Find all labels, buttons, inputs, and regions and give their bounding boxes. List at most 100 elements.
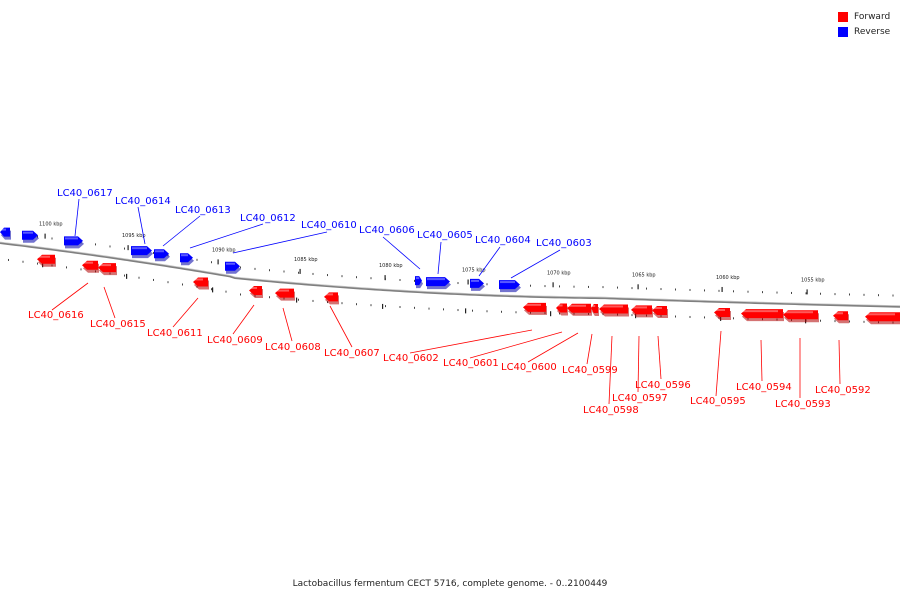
gene-shine [226, 262, 235, 265]
scale-dot [269, 296, 270, 299]
scale-dot [602, 286, 604, 289]
scale-tick-lower [550, 311, 552, 317]
gene-shine [1, 228, 6, 231]
scale-dot [341, 302, 343, 305]
forward-gene-label: LC40_0599 [562, 365, 618, 376]
scale-dot [704, 289, 705, 292]
gene-body [426, 277, 450, 287]
forward-gene-label: LC40_0596 [635, 380, 691, 391]
scale-dot [167, 281, 169, 284]
legend-forward-label: Forward [854, 11, 891, 22]
reverse-gene-arrow [0, 227, 11, 240]
scale-dot [182, 283, 183, 286]
scale-dot [762, 291, 763, 294]
forward-gene-arrow [599, 304, 629, 317]
gene-shine [784, 311, 813, 314]
scale-dot [675, 288, 676, 291]
gene-shine [276, 289, 289, 292]
gene-body [22, 230, 38, 240]
scale-tick-label: 1060 kbp [716, 275, 740, 281]
gene-shine [742, 310, 778, 313]
genes-layer [0, 227, 900, 325]
scale-dot [51, 237, 53, 240]
forward-gene-label: LC40_0595 [690, 396, 746, 407]
scale-dot [675, 315, 676, 318]
gene-body [131, 246, 152, 256]
scale-dot [124, 247, 125, 250]
scale-tick-label: 1080 kbp [379, 263, 403, 269]
reverse-gene-arrow [225, 261, 241, 274]
reverse-gene-label: LC40_0610 [301, 220, 357, 231]
scale-dot [544, 285, 546, 288]
legend: Forward Reverse [838, 9, 890, 39]
scale-dot [849, 293, 850, 296]
scale-dot [414, 279, 415, 282]
scale-tick [384, 275, 386, 281]
scale-dot [370, 277, 372, 280]
scale-dot [892, 294, 894, 297]
forward-gene-arrow [37, 254, 56, 267]
gene-shine [38, 255, 50, 258]
forward-gene-leader [51, 282, 89, 311]
scale-dot [269, 269, 270, 272]
gene-shine [99, 264, 111, 267]
forward-gene-arrow [741, 309, 784, 322]
scale-dot [95, 243, 96, 246]
reverse-gene-leader [189, 223, 264, 249]
forward-gene-label: LC40_0594 [736, 382, 792, 393]
scale-dot [776, 291, 778, 294]
forward-gene-label: LC40_0608 [265, 342, 321, 353]
reverse-swatch [838, 26, 848, 37]
scale-dot [341, 275, 343, 278]
gene-body [833, 311, 848, 321]
gene-body [324, 292, 338, 302]
reverse-gene-label: LC40_0613 [175, 205, 231, 216]
scale-dot [660, 288, 662, 291]
forward-gene-arrow [193, 277, 209, 290]
gene-shine [471, 279, 479, 282]
forward-gene-arrow [631, 305, 653, 318]
gene-shine [592, 305, 596, 308]
reverse-gene-label: LC40_0612 [240, 213, 296, 224]
forward-gene-arrow [249, 285, 263, 298]
scale-dot [733, 317, 734, 320]
gene-body [783, 310, 818, 320]
legend-reverse-label: Reverse [854, 26, 891, 37]
gene-shine [653, 307, 662, 310]
scale-tick-label: 1055 kbp [801, 277, 825, 283]
scale-dot [834, 320, 836, 323]
gene-shine [600, 305, 623, 308]
forward-gene-arrow [714, 307, 731, 320]
backbone-layer [0, 241, 900, 308]
scale-dot [80, 268, 82, 271]
reverse-gene-leader [478, 246, 501, 277]
scale-dot [211, 261, 212, 264]
reverse-gene-leader [162, 215, 201, 247]
scale-dot [863, 320, 865, 323]
forward-gene-label: LC40_0607 [324, 348, 380, 359]
gene-shine [500, 281, 515, 284]
forward-gene-arrow [783, 310, 819, 323]
scale-dot [37, 235, 38, 238]
gene-body [225, 261, 240, 271]
forward-gene-arrow [591, 304, 599, 317]
scale-dot [631, 314, 633, 317]
scale-dot [457, 282, 459, 285]
forward-gene-label: LC40_0615 [90, 319, 146, 330]
scale-dot [486, 283, 488, 286]
forward-gene-arrow [98, 263, 117, 276]
reverse-gene-label: LC40_0614 [115, 196, 171, 207]
reverse-gene-leader [137, 206, 146, 245]
forward-gene-arrow [324, 292, 339, 305]
gene-shine [568, 304, 586, 307]
scale-tick [127, 245, 129, 251]
scale-tick-label: 1085 kbp [294, 257, 318, 263]
forward-gene-label: LC40_0592 [815, 385, 871, 396]
scale-dot [747, 290, 749, 293]
reverse-gene-leader [232, 231, 328, 254]
scale-dot [820, 292, 821, 295]
scale-tick [721, 286, 723, 292]
scale-tick [552, 282, 554, 288]
scale-tick [806, 289, 808, 295]
